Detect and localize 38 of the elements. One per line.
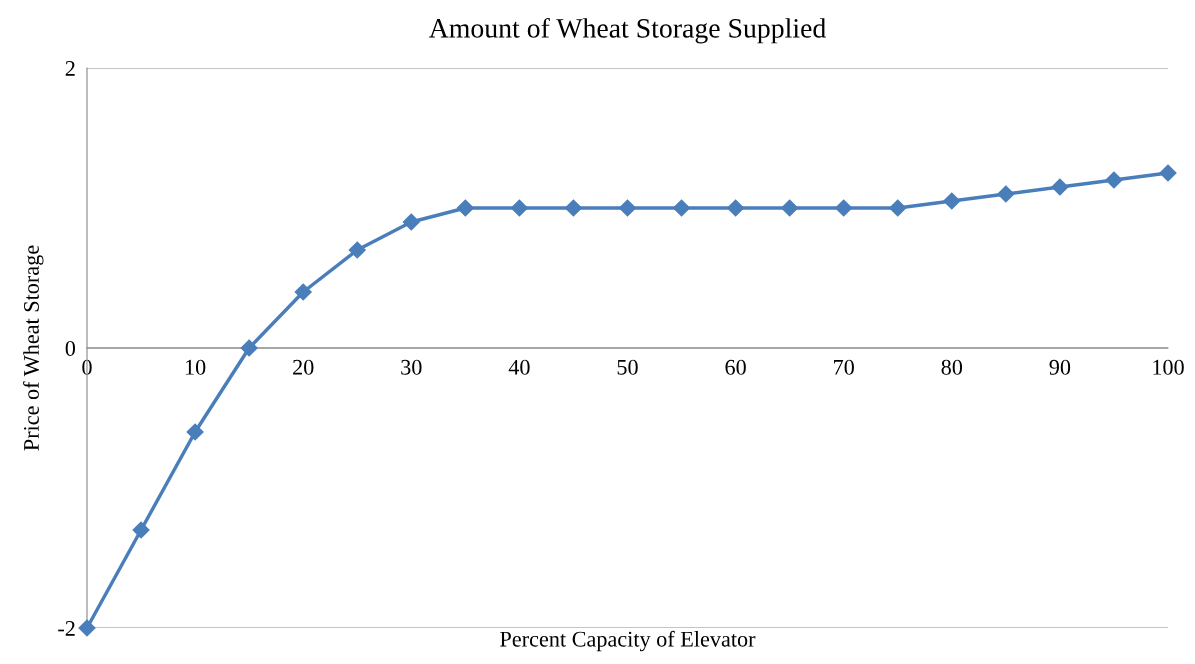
point (727, 199, 745, 217)
point (835, 199, 853, 217)
point (186, 423, 204, 441)
point (402, 213, 420, 231)
point (943, 192, 961, 210)
point (294, 283, 312, 301)
point (240, 339, 258, 357)
y-tick-label: 2 (65, 60, 75, 76)
point (997, 185, 1015, 203)
x-tick-label: 70 (834, 359, 854, 375)
chart-title: Amount of Wheat Storage Supplied (428, 17, 826, 44)
point (564, 199, 583, 217)
x-tick-label: 40 (508, 359, 530, 375)
point (1159, 164, 1177, 182)
x-tick-label: 30 (401, 359, 422, 375)
x-tick-label: 10 (185, 359, 206, 375)
point (78, 619, 96, 637)
x-tick-label: 20 (293, 359, 314, 375)
point (348, 241, 366, 259)
point (672, 199, 691, 217)
point (1105, 171, 1123, 189)
y-tick-label: -2 (58, 620, 75, 636)
point (132, 521, 150, 539)
x-tick-label: 0 (82, 359, 92, 375)
point (618, 199, 637, 217)
x-tick-label: 60 (725, 359, 746, 375)
x-tick-label: 90 (1049, 359, 1071, 375)
point (1051, 178, 1069, 196)
y-tick-label: 0 (65, 340, 76, 356)
point (456, 199, 474, 217)
y-axis-title: Price of Wheat Storage (23, 245, 44, 451)
x-tick-label: 80 (941, 359, 963, 375)
point (889, 199, 907, 217)
x-axis-title: Percent Capacity of Elevator (500, 630, 756, 652)
x-tick-label: 100 (1153, 359, 1184, 375)
point (781, 199, 799, 217)
x-tick-label: 50 (617, 359, 638, 375)
point (510, 199, 528, 217)
